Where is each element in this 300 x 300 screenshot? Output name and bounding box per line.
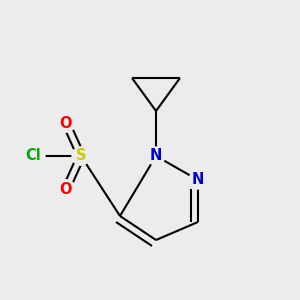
Text: S: S	[76, 148, 86, 164]
Circle shape	[147, 147, 165, 165]
Circle shape	[72, 147, 90, 165]
Text: N: N	[192, 172, 204, 188]
Text: Cl: Cl	[25, 148, 41, 164]
Circle shape	[57, 180, 75, 198]
Circle shape	[57, 114, 75, 132]
Text: O: O	[60, 116, 72, 130]
Circle shape	[21, 144, 45, 168]
Text: N: N	[150, 148, 162, 164]
Text: O: O	[60, 182, 72, 196]
Circle shape	[189, 171, 207, 189]
